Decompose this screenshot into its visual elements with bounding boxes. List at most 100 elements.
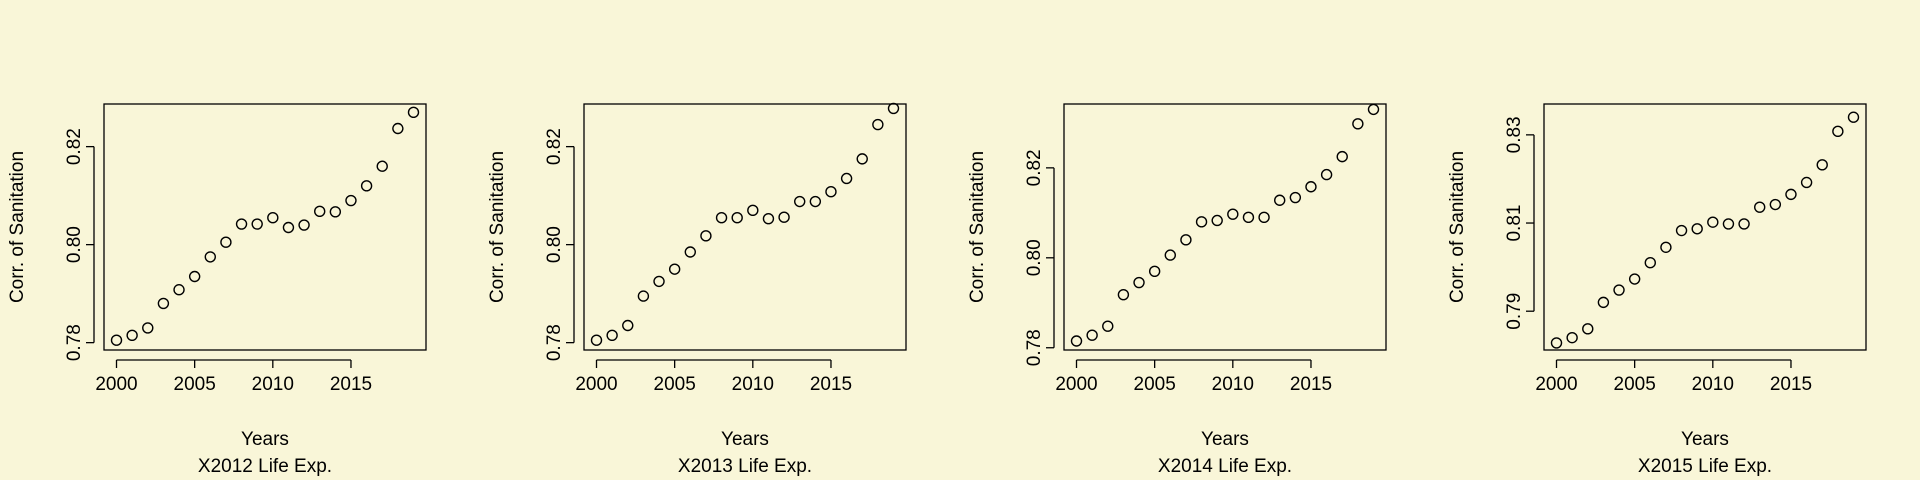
data-point [887,102,900,115]
data-point [1164,249,1176,261]
data-point [622,319,634,332]
y-tick-label: 0.80 [544,226,565,263]
data-point [1305,181,1317,193]
x-tick-label: 2005 [654,374,696,395]
x-tick-label: 2015 [1770,374,1812,395]
data-point [1691,223,1703,235]
data-point [1675,224,1688,237]
data-point [1738,218,1750,230]
data-point [1597,296,1610,309]
data-point [282,221,295,234]
chart-panel-3: 2000 2005 2010 2015 0.78 0.80 0.82 Years X2014 L… [967,103,1387,477]
data-point [1352,118,1364,130]
data-point [606,329,618,341]
data-point [731,211,743,224]
data-point [762,212,775,225]
y-tick-label: 0.78 [544,324,565,361]
x-tick-label: 2000 [575,374,617,395]
chart-subtitle: X2015 Life Exp. [1638,456,1772,477]
x-axis-title: Years [1681,429,1729,450]
data-point [1227,208,1239,220]
data-point [1289,191,1302,204]
data-point [1211,214,1223,227]
data-point [376,160,388,172]
data-point [1582,323,1594,335]
data-point [856,153,868,165]
data-point [1566,331,1578,344]
data-point [715,211,728,224]
data-point [668,263,681,275]
data-point [1660,241,1672,253]
data-point [329,206,342,218]
data-point [637,290,650,302]
y-axis-title: Corr. of Sanitation [487,151,508,303]
data-point [1274,194,1286,206]
data-point [653,275,665,288]
data-point [1816,159,1828,171]
data-point [700,230,712,242]
data-point [392,122,404,135]
data-point [1628,273,1641,285]
y-axis-title: Corr. of Sanitation [1447,151,1468,303]
data-point [1722,218,1735,230]
x-tick-label: 2000 [1055,374,1097,395]
y-tick-label: 0.82 [544,128,565,165]
x-axis-title: Years [1201,429,1249,450]
data-point [110,334,123,346]
data-point [1148,265,1161,277]
x-tick-label: 2010 [732,374,774,395]
data-point [794,195,806,208]
data-point [1086,329,1098,341]
x-tick-label: 2015 [810,374,852,395]
data-point [1800,176,1813,189]
data-point [1102,320,1114,332]
data-point [1070,335,1083,347]
data-point [314,205,326,218]
x-axis-title: Years [721,429,769,450]
data-point [1754,201,1766,213]
chart-subtitle: X2013 Life Exp. [678,456,812,477]
y-tick-label: 0.82 [64,128,85,165]
data-point [204,251,216,263]
y-tick-label: 0.78 [1024,329,1045,366]
data-point [407,106,420,119]
y-tick-label: 0.78 [64,324,85,361]
data-point [1336,150,1348,163]
data-point [345,194,357,207]
data-point [747,204,759,217]
data-point [142,322,154,334]
chart-panel-2: 2000 2005 2010 2015 0.78 0.80 0.82 Years X2013 L… [487,102,907,477]
y-tick-label: 0.81 [1504,205,1525,242]
data-point [126,329,138,341]
data-point [1644,257,1656,269]
data-point [157,297,170,310]
data-point [1133,276,1145,289]
data-point [872,118,884,131]
data-point [1195,216,1208,228]
chart-subtitle: X2012 Life Exp. [198,456,332,477]
data-point [1550,337,1563,349]
x-tick-label: 2005 [1614,374,1656,395]
data-point [360,180,373,192]
data-point [1180,234,1192,246]
data-point [267,211,279,224]
x-tick-label: 2010 [252,374,294,395]
x-tick-label: 2015 [1290,374,1332,395]
y-tick-label: 0.82 [1024,149,1045,186]
data-point [590,334,603,346]
y-tick-label: 0.80 [64,226,85,263]
data-point [1613,284,1625,296]
x-axis-title: Years [241,429,289,450]
data-point [825,186,837,198]
x-tick-label: 2000 [1535,374,1577,395]
y-axis-title: Corr. of Sanitation [7,151,28,303]
data-point [778,211,790,223]
data-point [1117,288,1130,301]
x-tick-label: 2015 [330,374,372,395]
data-point [235,218,248,230]
plot-frame [103,103,427,351]
x-tick-label: 2010 [1692,374,1734,395]
data-point [1832,125,1844,138]
data-point [1320,168,1333,181]
